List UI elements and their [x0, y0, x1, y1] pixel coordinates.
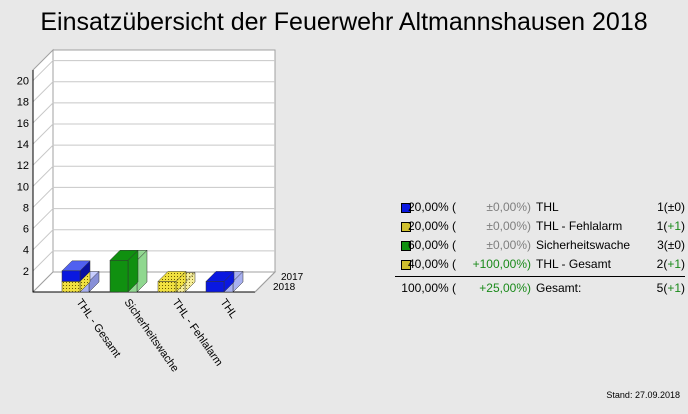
gridline [32, 250, 275, 272]
legend-change: +100,00%) [472, 257, 531, 271]
y-tick-label: 14 [17, 139, 29, 151]
legend-total-row: 100,00% ( +25,00%) Gesamt: 5(+1) [395, 279, 685, 298]
legend-percent: 100,00% ( [401, 281, 456, 295]
legend-divider [395, 276, 685, 277]
y-tick-label: 16 [17, 118, 29, 130]
legend-change: ±0,00%) [486, 238, 531, 252]
gridline [32, 165, 275, 187]
stand-date: Stand: 27.09.2018 [606, 390, 680, 400]
y-tick-label: 8 [23, 202, 29, 214]
y-tick-label: 10 [17, 181, 29, 193]
legend-row: 20,00% ( ±0,00%) THL - Fehlalarm 1(+1) [395, 217, 685, 236]
back-wall [52, 49, 276, 273]
legend-label: Gesamt: [536, 281, 582, 295]
gridline [32, 144, 275, 166]
legend-count: 3(±0) [657, 238, 685, 252]
gridline [32, 123, 275, 145]
legend-label: THL - Gesamt [536, 257, 611, 271]
legend-count: 1(+1) [656, 219, 685, 233]
legend: 20,00% ( ±0,00%) THL 1(±0) 20,00% ( ±0,00%) TH… [395, 198, 685, 298]
legend-swatch [401, 203, 411, 213]
depth-edge [254, 271, 276, 293]
x-tick-label: Sicherheitswache [122, 297, 181, 375]
legend-label: Sicherheitswache [536, 238, 631, 252]
legend-swatch [401, 241, 411, 251]
legend-percent: 20,00% ( [407, 219, 456, 233]
y-tick-label: 12 [17, 160, 29, 172]
gridline [32, 81, 275, 103]
gridline [32, 60, 275, 81]
legend-percent: 40,00% ( [407, 257, 456, 271]
depth-label-2018: 2018 [273, 282, 296, 293]
y-tick-label: 2 [23, 266, 29, 278]
legend-row: 40,00% ( +100,00%) THL - Gesamt 2(+1) [395, 255, 685, 274]
side-wall [32, 48, 54, 294]
gridline [32, 102, 275, 124]
legend-change: ±0,00%) [486, 200, 531, 214]
legend-percent: 60,00% ( [407, 238, 456, 252]
gridline [32, 186, 275, 208]
legend-count: 2(+1) [656, 257, 685, 271]
legend-change: +25,00%) [479, 281, 531, 295]
legend-row: 60,00% ( ±0,00%) Sicherheitswache 3(±0) [395, 236, 685, 255]
x-tick-label: THL - Fehlalarm [170, 297, 225, 369]
legend-swatch [401, 260, 411, 270]
legend-label: THL [536, 200, 559, 214]
bar-2018-fehlalarm [61, 281, 81, 293]
y-tick-label: 20 [17, 76, 29, 88]
y-tick-label: 18 [17, 97, 29, 109]
legend-percent: 20,00% ( [407, 200, 456, 214]
legend-change: ±0,00%) [486, 219, 531, 233]
bar-2018-thl [61, 270, 81, 282]
legend-row: 20,00% ( ±0,00%) THL 1(±0) [395, 198, 685, 217]
gridline [32, 208, 275, 229]
legend-count: 1(±0) [657, 200, 685, 214]
y-tick-label: 6 [23, 224, 29, 236]
bar-2018 [157, 281, 177, 293]
legend-label: THL - Fehlalarm [536, 219, 623, 233]
chart-title: Einsatzübersicht der Feuerwehr Altmannsh… [40, 8, 648, 36]
x-tick-label: THL - Gesamt [74, 297, 123, 360]
depth-label-2017: 2017 [281, 272, 304, 283]
y-tick-label: 4 [23, 245, 29, 257]
bar-2018 [109, 260, 129, 293]
legend-count: 5(+1) [656, 281, 685, 295]
legend-swatch [401, 222, 411, 232]
bar-2018 [205, 281, 225, 293]
x-tick-label: THL [218, 297, 240, 321]
gridline [32, 229, 275, 251]
